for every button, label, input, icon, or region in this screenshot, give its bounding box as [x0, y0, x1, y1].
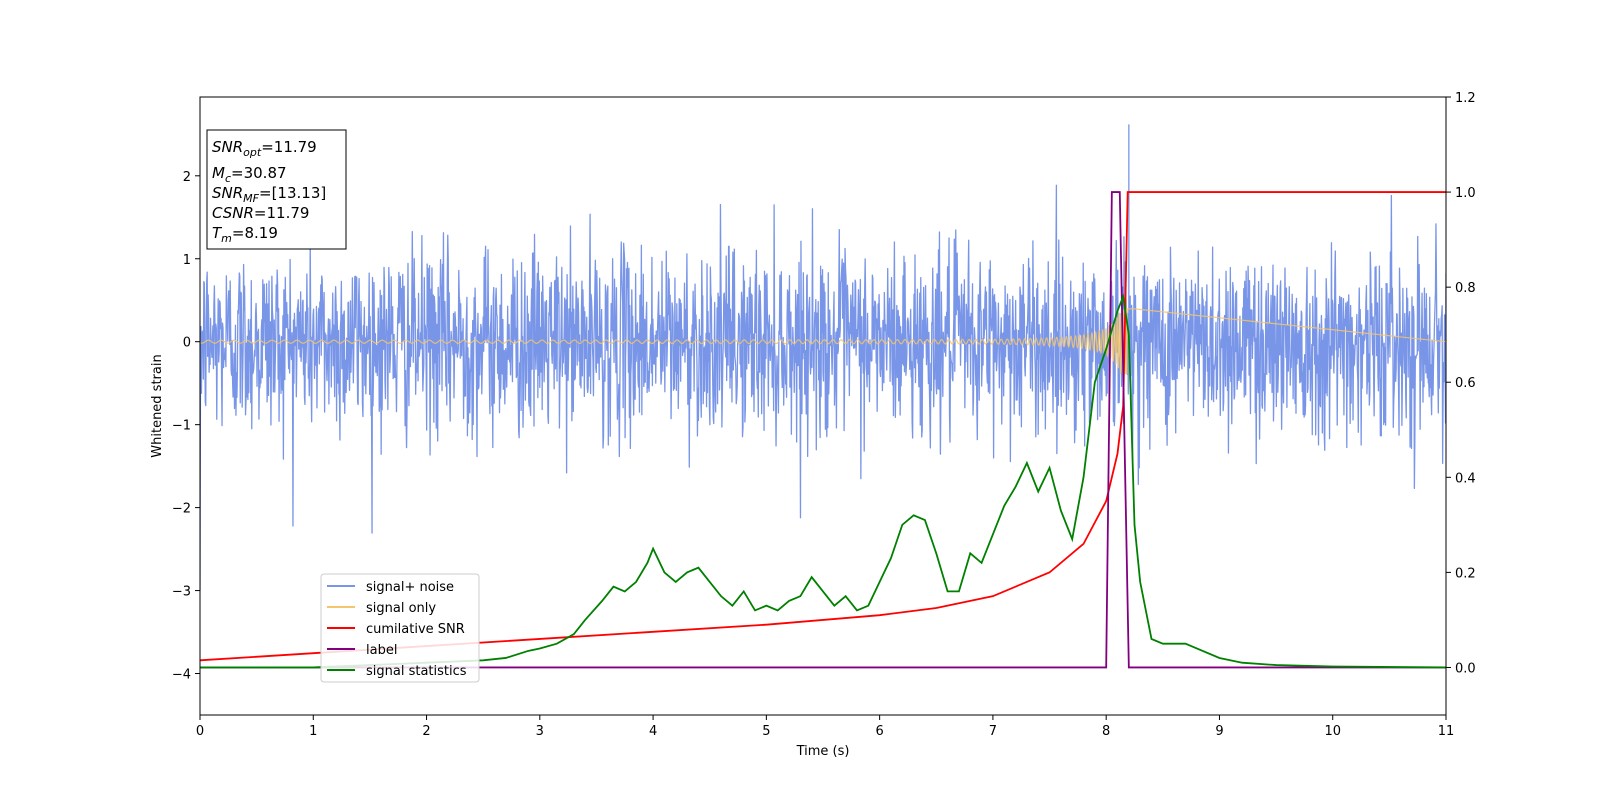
csnr-base: CSNR [212, 204, 254, 222]
series-label [200, 191, 1446, 669]
y2-tick-label-4: 0.4 [1455, 471, 1476, 486]
x-tick-label-7: 7 [989, 724, 997, 739]
x-tick-label-5: 5 [762, 724, 770, 739]
mc-base: M [212, 164, 225, 182]
series-signal-noise [200, 124, 1446, 591]
legend-label-signal-noise: signal+ noise [366, 580, 454, 595]
annotation-tm: Tm=8.19 [212, 224, 278, 245]
legend: signal+ noise signal only cumilative SNR la… [320, 573, 480, 683]
series-signal-only [200, 308, 1446, 375]
series-cumulative-snr [200, 191, 1446, 662]
snr-opt-base: SNR [212, 138, 243, 156]
x-tick-label-6: 6 [875, 724, 883, 739]
tm-sub: m [221, 232, 232, 245]
snr-mf-base: SNR [212, 184, 243, 202]
x-tick-label-11: 11 [1438, 724, 1455, 739]
x-axis: 0 1 2 3 4 5 6 7 8 9 10 11 [196, 715, 1454, 739]
y-tick-label-4: −2 [172, 502, 191, 517]
x-tick-label-1: 1 [309, 724, 317, 739]
x-tick-label-8: 8 [1102, 724, 1110, 739]
series-signal-statistics [200, 293, 1446, 669]
legend-label-label: label [366, 643, 397, 658]
series-layer [200, 124, 1446, 669]
annotation-snr-opt: SNRopt=11.79 [212, 138, 317, 159]
annotation-snr-mf: SNRMF=[13.13] [212, 184, 326, 205]
annotation-box: SNRopt=11.79 Mc=30.87 SNRMF=[13.13] CSNR… [206, 129, 347, 250]
legend-label-signal-only: signal only [366, 601, 436, 616]
snr-opt-value: =11.79 [261, 138, 317, 156]
plot-frame [199, 96, 1447, 716]
mc-sub: c [225, 172, 231, 185]
y-tick-label-6: −4 [172, 668, 191, 683]
legend-label-signal-statistics: signal statistics [366, 664, 467, 679]
y-tick-label-5: −3 [172, 585, 191, 600]
y2-tick-label-2: 0.8 [1455, 281, 1476, 296]
y2-tick-label-0: 1.2 [1455, 91, 1476, 106]
y2-tick-label-3: 0.6 [1455, 376, 1476, 391]
snr-opt-sub: opt [243, 146, 262, 159]
y-tick-label-1: 1 [183, 253, 191, 268]
y-axis-label: Whitened strain [150, 354, 165, 457]
tm-base: T [212, 224, 223, 242]
x-axis-label: Time (s) [796, 744, 850, 759]
y-tick-label-3: −1 [172, 419, 191, 434]
legend-label-cumulative-snr: cumilative SNR [366, 622, 465, 637]
legend-frame [320, 573, 480, 683]
snr-mf-value: =[13.13] [259, 184, 326, 202]
x-tick-label-10: 10 [1324, 724, 1341, 739]
x-tick-label-9: 9 [1215, 724, 1223, 739]
y2-tick-label-1: 1.0 [1455, 186, 1476, 201]
csnr-value: =11.79 [254, 204, 310, 222]
tm-value: =8.19 [232, 224, 278, 242]
y-tick-label-0: 2 [183, 170, 191, 185]
y-axis-left: 2 1 0 −1 −2 −3 −4 [172, 170, 200, 683]
annotation-frame [206, 129, 347, 250]
snr-mf-sub: MF [243, 192, 259, 205]
x-tick-label-0: 0 [196, 724, 204, 739]
y-tick-label-2: 0 [183, 336, 191, 351]
y2-tick-label-5: 0.2 [1455, 566, 1476, 581]
y2-tick-label-6: 0.0 [1455, 661, 1476, 676]
plot-area [199, 96, 1447, 716]
x-tick-label-2: 2 [422, 724, 430, 739]
mc-value: =30.87 [231, 164, 287, 182]
x-tick-label-3: 3 [536, 724, 544, 739]
annotation-mc: Mc=30.87 [212, 164, 287, 185]
x-tick-label-4: 4 [649, 724, 657, 739]
y-axis-right: 1.2 1.0 0.8 0.6 0.4 0.2 0.0 [1446, 91, 1476, 676]
annotation-csnr: CSNR=11.79 [212, 204, 309, 222]
